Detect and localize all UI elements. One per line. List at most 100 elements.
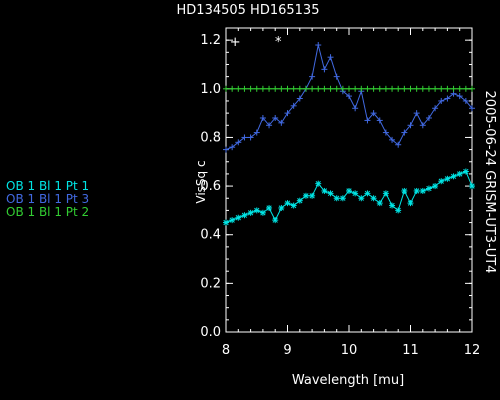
data-point-plus (352, 105, 359, 112)
data-point-plus (266, 85, 273, 92)
data-point-star (462, 168, 469, 175)
data-point-plus (438, 85, 445, 92)
data-point-plus (333, 85, 340, 92)
data-point-plus (456, 85, 463, 92)
data-point-star (382, 190, 389, 197)
data-point-plus (376, 117, 383, 124)
data-point-plus (370, 85, 377, 92)
data-point-plus (235, 85, 242, 92)
data-point-plus (389, 136, 396, 143)
data-point-plus (284, 110, 291, 117)
data-point-plus (321, 85, 328, 92)
data-point-plus (302, 85, 309, 92)
data-point-star (425, 185, 432, 192)
data-point-star (444, 175, 451, 182)
data-point-star (432, 183, 439, 190)
data-point-plus (425, 85, 432, 92)
data-point-plus (444, 85, 451, 92)
data-point-plus (259, 114, 266, 121)
data-point-plus (333, 73, 340, 80)
data-point-plus (278, 119, 285, 126)
chart-title: HD134505 HD165135 (177, 3, 320, 18)
data-point-plus (241, 85, 248, 92)
data-point-star (241, 212, 248, 219)
data-point-plus (327, 85, 334, 92)
data-point-star (229, 217, 236, 224)
data-point-plus (247, 85, 254, 92)
data-point-plus (401, 85, 408, 92)
x-tick-label: 11 (402, 343, 419, 358)
data-point-star (419, 187, 426, 194)
x-tick-label: 10 (341, 343, 358, 358)
data-point-plus (456, 93, 463, 100)
data-point-plus (389, 85, 396, 92)
data-point-plus (235, 139, 242, 146)
y-tick-label: 0.2 (200, 276, 221, 291)
data-point-plus (266, 122, 273, 129)
data-point-star (247, 209, 254, 216)
data-point-plus (290, 102, 297, 109)
data-point-plus (315, 85, 322, 92)
legend-entry-pt2: OB 1 Bl 1 Pt 2 (6, 205, 90, 219)
y-tick-label: 1.2 (200, 33, 221, 48)
data-point-plus (438, 97, 445, 104)
y-tick-label: 0.8 (200, 130, 221, 145)
data-point-plus (278, 85, 285, 92)
data-point-plus (462, 85, 469, 92)
annotation-text: + (230, 35, 241, 50)
data-point-star (389, 202, 396, 209)
data-point-plus (272, 85, 279, 92)
data-point-star (235, 214, 242, 221)
data-point-star (309, 192, 316, 199)
data-point-plus (296, 95, 303, 102)
data-point-plus (253, 85, 260, 92)
data-point-plus (407, 85, 414, 92)
legend-entry-pt3: OB 1 Bl 1 Pt 3 (6, 192, 90, 206)
data-point-plus (339, 85, 346, 92)
data-point-star (376, 200, 383, 207)
data-point-star (395, 207, 402, 214)
data-point-plus (229, 85, 236, 92)
data-point-plus (407, 122, 414, 129)
data-point-plus (315, 42, 322, 49)
data-point-star (266, 204, 273, 211)
data-point-star (364, 190, 371, 197)
data-point-star (370, 195, 377, 202)
data-point-star (438, 178, 445, 185)
data-point-plus (223, 146, 229, 153)
data-point-star (346, 187, 352, 194)
data-point-plus (229, 144, 236, 151)
data-point-star (253, 207, 260, 214)
data-point-plus (364, 117, 371, 124)
data-point-plus (401, 129, 408, 136)
data-point-star (413, 187, 420, 194)
data-point-plus (370, 110, 377, 117)
data-point-star (259, 209, 266, 216)
data-point-plus (321, 66, 328, 73)
data-point-star (401, 187, 408, 194)
data-point-plus (462, 97, 469, 104)
x-tick-label: 9 (283, 343, 291, 358)
data-point-star (315, 180, 322, 187)
y-tick-label: 1.0 (200, 82, 221, 97)
data-point-star (469, 183, 475, 190)
data-point-plus (290, 85, 297, 92)
data-point-plus (425, 114, 432, 121)
y-tick-label: 0.6 (200, 179, 221, 194)
data-point-plus (241, 134, 248, 141)
data-point-plus (444, 95, 451, 102)
data-point-plus (376, 85, 383, 92)
annotations-group: + * (230, 35, 282, 50)
data-point-plus (364, 85, 371, 92)
annotation-text: * (275, 35, 282, 50)
data-point-plus (358, 85, 365, 92)
data-point-star (278, 204, 285, 211)
data-point-plus (419, 85, 426, 92)
date-config-label: 2005-06-24 GRISM-UT3-UT4 (482, 91, 497, 274)
series-group (223, 42, 475, 226)
data-point-star (358, 195, 365, 202)
data-point-plus (413, 110, 420, 117)
data-point-plus (432, 105, 439, 112)
data-point-plus (259, 85, 266, 92)
data-point-star (352, 190, 359, 197)
